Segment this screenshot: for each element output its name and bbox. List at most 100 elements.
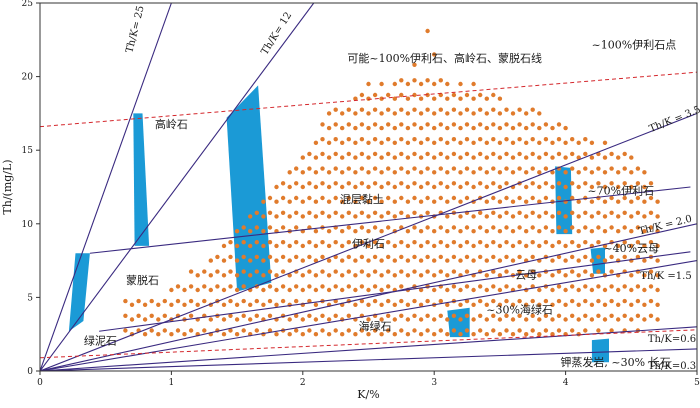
data-point [386,328,391,333]
data-point [556,269,562,274]
data-point [129,317,135,322]
ratio-line [40,112,697,371]
data-point [589,317,595,322]
data-point [648,284,654,289]
data-point [353,140,358,145]
data-point [491,328,496,333]
data-point [484,317,489,322]
data-point [366,184,371,190]
data-point [300,214,305,219]
data-point [215,284,220,289]
data-point [287,258,292,263]
data-point [392,199,397,204]
data-point [392,170,397,175]
data-point [188,298,194,304]
data-point [320,313,325,318]
data-point [313,170,319,175]
data-point [215,254,220,260]
data-point [642,170,647,175]
data-point [399,328,404,333]
data-point [418,287,424,293]
data-point [478,166,483,171]
data-point [537,184,542,190]
data-point [221,273,227,278]
data-point [543,328,549,333]
data-point [267,298,273,304]
ratio-line-label: Th/K =1.5 [640,271,691,282]
data-point [333,137,338,142]
data-point [142,317,148,322]
data-point [392,273,397,278]
data-point [570,151,575,157]
ratio-line [40,348,697,371]
data-point [497,96,503,101]
data-point [458,302,463,307]
data-point [484,111,489,116]
data-point [445,302,450,307]
data-point [372,137,378,142]
data-point [195,287,200,293]
data-point [294,225,299,230]
data-point [589,273,595,278]
data-point [386,254,391,260]
data-point [616,214,621,219]
data-point [510,258,516,263]
mineral-bands [68,85,609,363]
data-point [583,181,588,186]
data-point [412,62,417,67]
data-point [320,254,325,260]
data-point [616,155,621,160]
data-point [510,199,516,204]
data-point [471,140,476,145]
data-point [642,273,647,278]
data-point [267,284,273,289]
data-point [333,284,338,289]
data-point [504,210,509,215]
data-point [550,214,555,219]
ratio-line [40,260,697,371]
data-point [353,125,358,131]
data-point [340,229,345,234]
data-point [543,122,549,127]
data-point [425,181,430,186]
data-point [445,170,450,175]
data-point [550,258,555,263]
band-5 [590,247,605,274]
data-point [655,273,660,278]
data-point [418,273,424,278]
data-point [655,287,660,293]
data-point [583,166,588,171]
data-point [372,195,378,201]
data-point [359,298,365,304]
data-point [175,298,181,304]
data-point [372,151,378,157]
data-point [596,240,601,245]
data-point [340,243,345,249]
x-axis-title: K/% [357,388,379,401]
data-point [353,302,358,307]
data-point [156,302,161,307]
data-point [274,302,279,307]
data-point [372,328,378,333]
data-point [629,199,634,204]
data-point [202,269,207,274]
data-point [563,155,568,160]
data-point [464,195,470,201]
data-point [425,195,430,201]
data-point [372,122,378,127]
data-point [359,240,365,245]
data-point [326,332,332,337]
data-point [570,269,575,274]
data-point [484,155,489,160]
data-point [556,137,562,142]
data-point [451,166,457,171]
data-point [537,243,542,249]
data-point [556,195,562,201]
data-point [504,284,509,289]
data-point [464,240,470,245]
data-point [234,317,240,322]
data-point [418,81,424,87]
data-point [188,269,194,274]
data-point [379,81,384,87]
